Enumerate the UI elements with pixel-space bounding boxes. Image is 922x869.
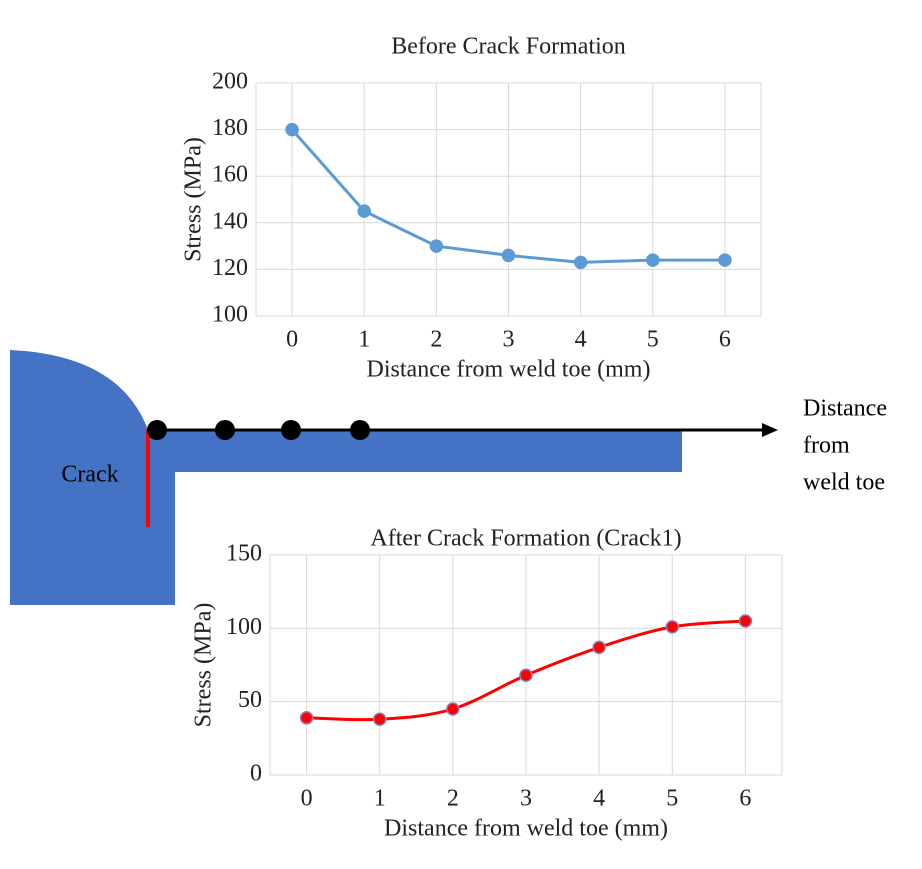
x-tick-label: 5 <box>647 327 659 353</box>
y-axis-label: Stress (MPa) <box>181 137 207 262</box>
y-axis-label: Stress (MPa) <box>191 603 217 728</box>
chart-title: After Crack Formation (Crack1) <box>370 526 681 552</box>
data-point <box>357 204 371 218</box>
axis-label: from <box>803 433 850 459</box>
x-tick-label: 4 <box>575 327 587 353</box>
y-tick-label: 180 <box>212 115 248 141</box>
data-point <box>446 702 460 716</box>
x-tick-label: 0 <box>286 327 298 353</box>
chart-title: Before Crack Formation <box>391 34 626 60</box>
x-tick-label: 2 <box>447 786 459 812</box>
y-tick-label: 150 <box>226 541 262 567</box>
data-point <box>646 253 660 267</box>
node-dot <box>215 420 235 440</box>
x-tick-label: 6 <box>739 786 751 812</box>
data-point <box>718 253 732 267</box>
y-tick-label: 50 <box>238 687 262 713</box>
x-tick-label: 1 <box>374 786 386 812</box>
weld-diagram: Crack Distance from weld toe <box>10 350 887 605</box>
x-tick-label: 6 <box>719 327 731 353</box>
y-tick-label: 140 <box>212 208 248 234</box>
data-point <box>285 122 299 137</box>
y-tick-label: 100 <box>226 614 262 640</box>
x-tick-label: 5 <box>666 786 678 812</box>
node-dot <box>350 420 370 440</box>
x-tick-label: 1 <box>358 327 370 353</box>
arrow-head <box>762 423 778 437</box>
node-dot <box>281 420 301 440</box>
x-tick-label: 3 <box>520 786 532 812</box>
x-axis-label: Distance from weld toe (mm) <box>367 357 651 383</box>
node-dot <box>147 420 167 440</box>
axis-label: weld toe <box>803 470 885 496</box>
y-tick-label: 120 <box>212 255 248 281</box>
x-axis-label: Distance from weld toe (mm) <box>384 816 668 842</box>
crack-label: Crack <box>61 462 118 488</box>
data-point <box>372 712 387 727</box>
y-tick-label: 100 <box>212 302 248 328</box>
x-tick-label: 0 <box>301 786 313 812</box>
data-point <box>429 239 444 253</box>
axis-label: Distance <box>803 396 887 422</box>
x-tick-label: 3 <box>503 327 515 353</box>
data-point <box>501 248 516 263</box>
y-tick-label: 0 <box>250 761 262 787</box>
data-point <box>299 711 314 725</box>
weld-body <box>10 350 682 605</box>
data-point <box>592 640 606 655</box>
data-point <box>738 614 753 628</box>
x-tick-label: 4 <box>593 786 605 812</box>
data-point <box>519 668 533 683</box>
data-point <box>665 620 680 634</box>
x-tick-label: 2 <box>430 327 442 353</box>
y-tick-label: 200 <box>212 69 248 95</box>
data-point <box>573 255 588 270</box>
y-tick-label: 160 <box>212 162 248 188</box>
